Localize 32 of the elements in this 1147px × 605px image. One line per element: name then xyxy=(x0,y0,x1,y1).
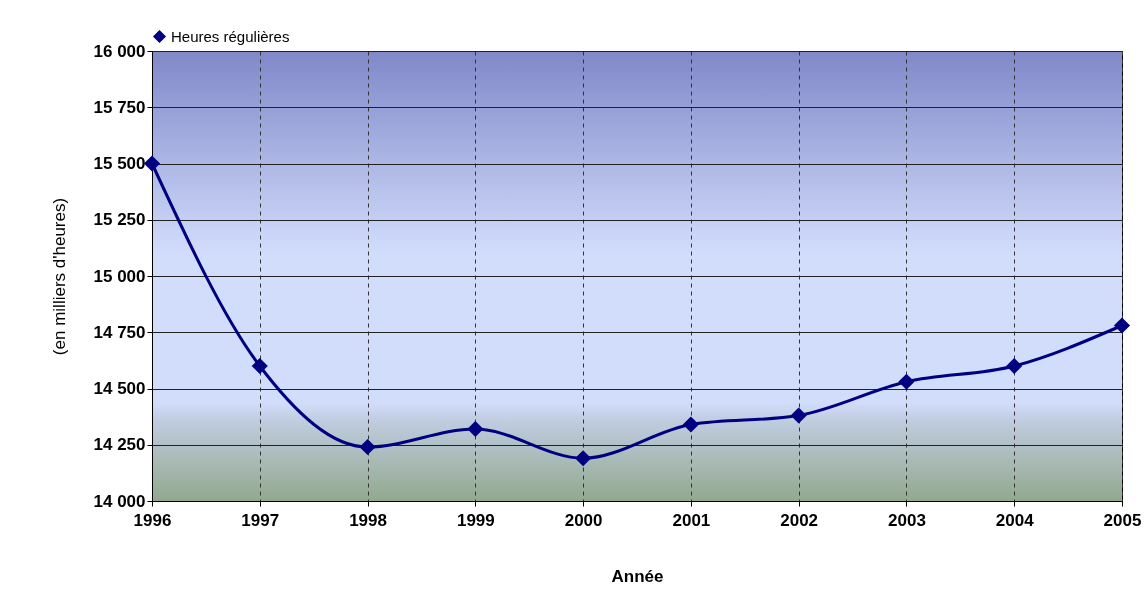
x-axis-title: Année xyxy=(611,566,664,586)
x-tick-label: 2003 xyxy=(888,510,926,530)
y-tick-label: 14 000 xyxy=(93,491,146,511)
point xyxy=(898,373,915,390)
legend-label: Heures régulières xyxy=(171,27,290,45)
x-tick-label: 1996 xyxy=(133,510,172,530)
x-tick-label: 2000 xyxy=(564,510,603,530)
point xyxy=(1006,357,1023,375)
x-tick-label: 2005 xyxy=(1103,510,1142,530)
y-tick-label: 14 750 xyxy=(93,322,146,342)
x-tick-label: 1999 xyxy=(456,510,495,530)
x-tick-label: 1997 xyxy=(241,510,280,530)
x-tick-label: 1998 xyxy=(349,510,387,530)
point xyxy=(575,450,592,467)
y-tick-label: 15 500 xyxy=(93,154,146,173)
x-tick-label: 2002 xyxy=(780,510,819,530)
x-tick-label: 2004 xyxy=(995,510,1035,530)
point xyxy=(359,438,376,456)
point xyxy=(790,407,807,424)
x-tick-label: 2001 xyxy=(672,510,711,530)
y-tick-label: 15 000 xyxy=(93,266,146,286)
point xyxy=(143,155,161,172)
point xyxy=(251,357,268,375)
point xyxy=(467,420,484,438)
y-axis-title: (en milliers d'heures) xyxy=(49,197,69,356)
y-tick-label: 14 250 xyxy=(93,435,146,455)
y-tick-label: 15 750 xyxy=(93,97,146,117)
y-tick-label: 16 000 xyxy=(93,41,146,61)
point xyxy=(682,416,699,433)
point xyxy=(1113,317,1131,334)
y-tick-label: 15 250 xyxy=(93,210,146,230)
y-tick-label: 14 500 xyxy=(93,379,146,398)
